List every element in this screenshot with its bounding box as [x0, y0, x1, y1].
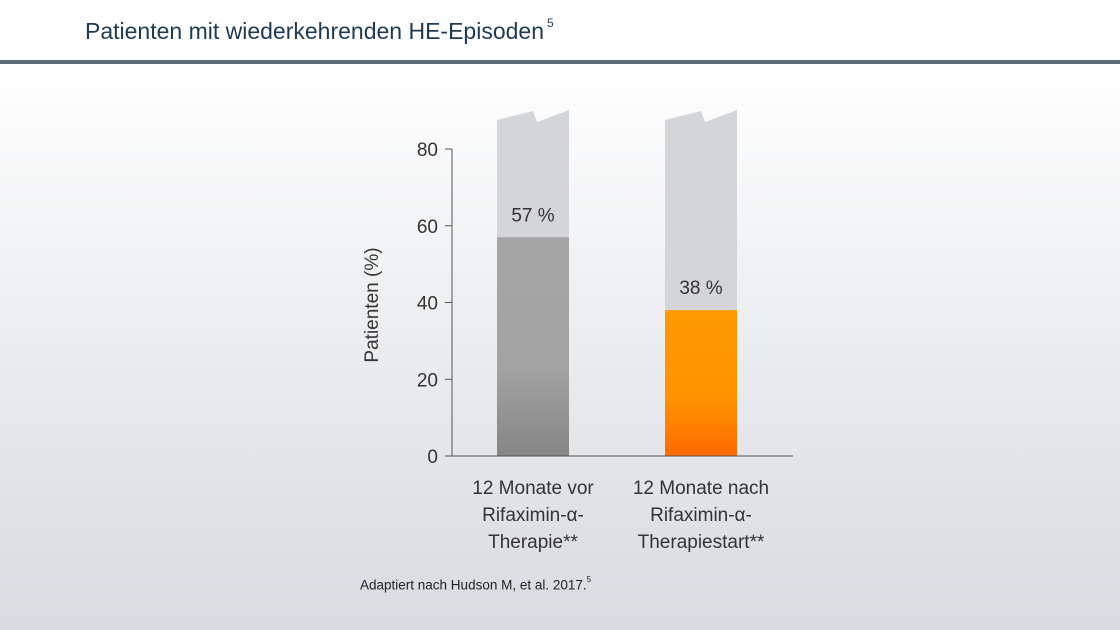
category-label: 12 Monate nach	[633, 478, 769, 499]
header-divider	[0, 60, 1120, 64]
category-label: Rifaximin-α-	[650, 505, 752, 526]
category-label: Therapie**	[488, 532, 578, 553]
source-note: Adaptiert nach Hudson M, et al. 2017.5	[360, 575, 592, 593]
source-reference: 5	[586, 575, 592, 584]
bar	[497, 237, 569, 456]
category-label: Rifaximin-α-	[482, 505, 584, 526]
data-label: 38 %	[679, 278, 722, 299]
title-reference: 5	[547, 16, 554, 31]
page-title: Patienten mit wiederkehrenden HE-Episode…	[85, 16, 554, 45]
y-axis-title: Patienten (%)	[362, 247, 383, 362]
axes	[445, 148, 793, 457]
bars	[497, 237, 737, 456]
y-tick-label: 0	[427, 447, 438, 468]
source-text: Adaptiert nach Hudson M, et al. 2017.	[360, 577, 587, 593]
y-tick-label: 80	[417, 140, 438, 161]
category-label: Therapiestart**	[638, 532, 765, 553]
y-tick-label: 20	[417, 370, 438, 391]
title-text: Patienten mit wiederkehrenden HE-Episode…	[85, 18, 544, 44]
header: Patienten mit wiederkehrenden HE-Episode…	[0, 0, 1120, 61]
y-tick-label: 40	[417, 294, 438, 315]
bar	[665, 310, 737, 456]
y-tick-label: 60	[417, 217, 438, 238]
data-label: 57 %	[511, 205, 554, 226]
category-label: 12 Monate vor	[472, 478, 594, 499]
labels: 57 % 12 Monate vor Rifaximin-α- Therapie** 3…	[362, 140, 769, 553]
